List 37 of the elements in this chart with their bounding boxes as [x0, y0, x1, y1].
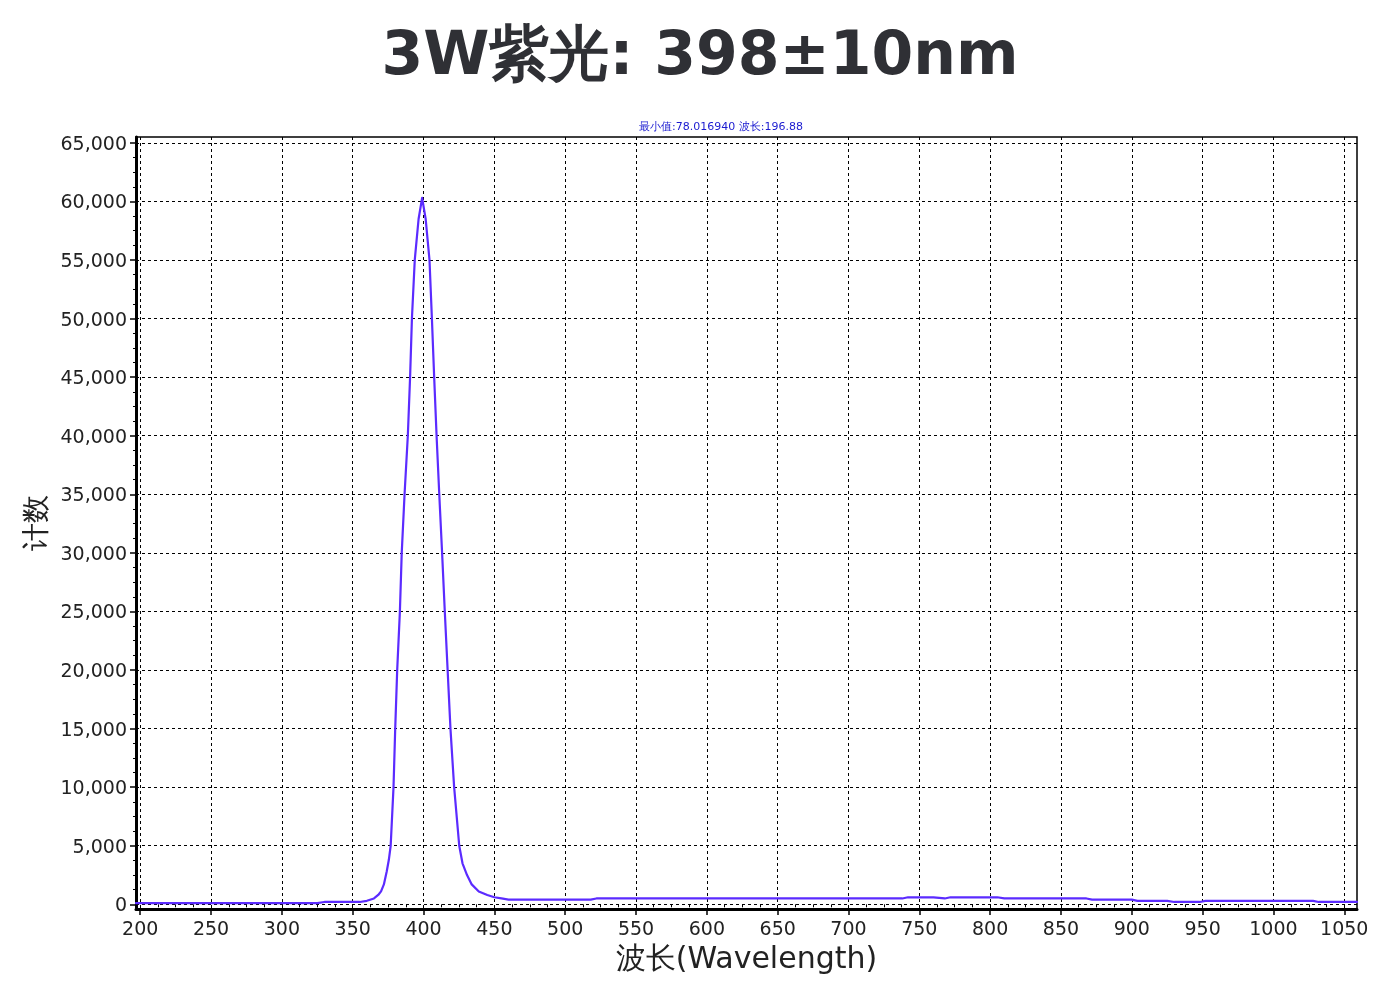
- x-axis-title: 波长(Wavelength): [615, 939, 878, 975]
- chart-subtitle: 最小值:78.016940 波长:196.88: [639, 120, 803, 133]
- x-tick-label: 250: [192, 916, 230, 939]
- x-tick-label: 300: [263, 916, 301, 939]
- y-tick-label: 40,000: [60, 424, 127, 447]
- line-series: [134, 196, 1359, 905]
- x-tick-label: 950: [1184, 916, 1221, 939]
- y-tick-label: 25,000: [60, 600, 127, 623]
- x-tick-label: 650: [759, 916, 796, 939]
- y-axis-title: 计数: [19, 495, 53, 551]
- x-tick-label: 500: [547, 916, 584, 939]
- x-tick-label: 700: [830, 916, 867, 939]
- y-tick-label: 20,000: [60, 659, 127, 682]
- y-tick-label: 35,000: [60, 483, 127, 506]
- y-tick-label: 15,000: [60, 717, 127, 740]
- x-tick-label: 750: [901, 916, 938, 939]
- x-tick-label: 1000: [1249, 916, 1298, 939]
- y-tick-label: 30,000: [60, 541, 127, 564]
- x-tick-label: 350: [334, 916, 371, 939]
- x-tick-label: 200: [122, 916, 159, 939]
- y-tick-label: 45,000: [60, 366, 127, 389]
- x-tick-label: 800: [972, 916, 1009, 939]
- chart-title: 3W紫光: 398±10nm: [381, 18, 1019, 88]
- y-tick-label: 65,000: [60, 131, 127, 154]
- x-tick-label: 900: [1113, 916, 1150, 939]
- x-tick-label: 450: [476, 916, 513, 939]
- y-tick-label: 5,000: [72, 834, 127, 857]
- y-tick-label: 50,000: [60, 307, 127, 330]
- x-tick-label: 1050: [1320, 916, 1369, 939]
- x-tick-label: 850: [1042, 916, 1080, 939]
- x-tick-label: 600: [688, 916, 725, 939]
- x-tick-label: 550: [617, 916, 655, 939]
- x-tick-label: 400: [405, 916, 442, 939]
- y-tick-label: 55,000: [60, 249, 127, 271]
- y-tick-label: 60,000: [60, 190, 127, 213]
- y-tick-label: 10,000: [60, 776, 127, 799]
- y-tick-label: 0: [114, 893, 127, 916]
